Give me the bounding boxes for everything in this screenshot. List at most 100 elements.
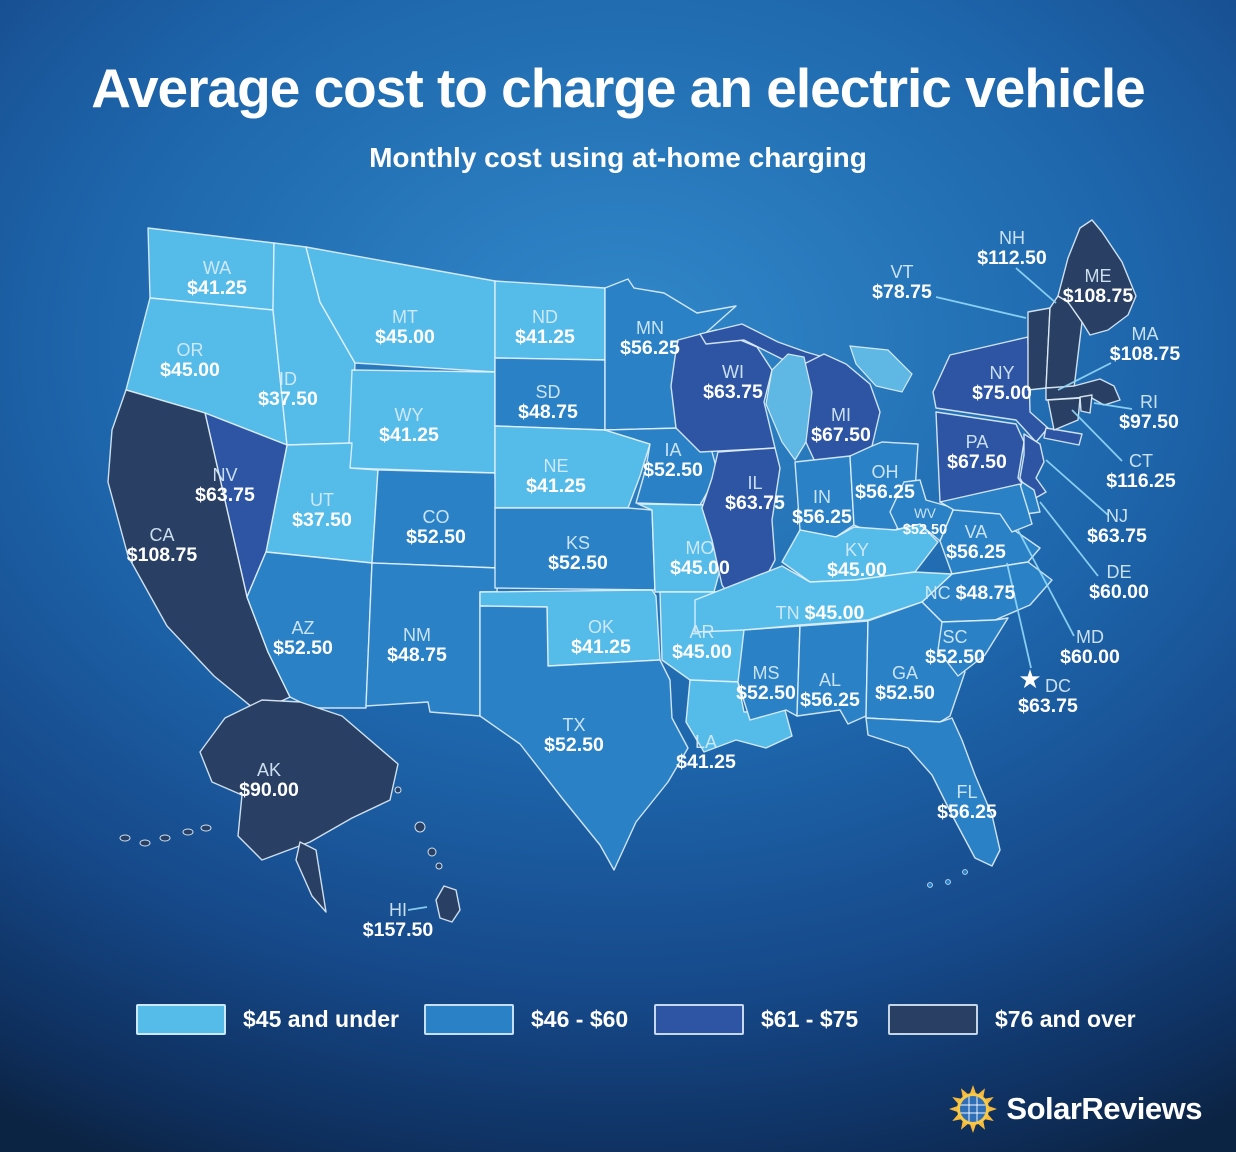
state-value-nv: $63.75 (195, 484, 255, 506)
state-abbr-nh: NH (999, 228, 1025, 248)
state-abbr-ut: UT (310, 490, 334, 510)
state-abbr-pa: PA (966, 432, 989, 452)
state-value-fl: $56.25 (937, 801, 997, 823)
state-abbr-al: AL (819, 670, 841, 690)
legend-item-2: $61 - $75 (654, 1004, 858, 1035)
sun-icon (949, 1085, 998, 1133)
state-value-ri: $97.50 (1119, 411, 1179, 433)
state-value-ok: $41.25 (571, 636, 631, 658)
legend-item-0: $45 and under (136, 1004, 399, 1035)
state-ak (295, 841, 327, 913)
state-value-la: $41.25 (676, 751, 736, 773)
state-ny (1043, 427, 1083, 446)
callout-line (1071, 409, 1123, 462)
callout-line (1039, 501, 1099, 577)
legend-swatch-0 (136, 1004, 226, 1035)
lake-michigan (765, 353, 813, 462)
state-value-nh: $112.50 (977, 247, 1047, 269)
state-abbr-ak: AK (257, 760, 281, 780)
state-value-id: $37.50 (258, 388, 318, 410)
state-tn (694, 565, 953, 633)
state-md (939, 483, 1033, 533)
state-me (1057, 219, 1137, 336)
state-label-tn: TN $45.00 (776, 602, 865, 624)
state-value-in: $56.25 (792, 506, 852, 528)
state-value-md: $60.00 (1060, 646, 1120, 668)
state-tx (479, 605, 689, 871)
state-value-vt: $78.75 (872, 281, 932, 303)
state-value-nd: $41.25 (515, 326, 575, 348)
state-abbr-nv: NV (212, 465, 237, 485)
state-value-ny: $75.00 (972, 382, 1032, 404)
state-value-sd: $48.75 (518, 401, 578, 423)
state-label-nc: NC $48.75 (925, 582, 1016, 604)
hawaii-island (427, 847, 437, 857)
state-nm (365, 562, 499, 717)
legend-swatch-3 (888, 1004, 978, 1035)
state-abbr-ma: MA (1132, 324, 1159, 344)
state-value-wy: $41.25 (379, 424, 439, 446)
state-abbr-id: ID (279, 369, 297, 389)
state-fl (865, 717, 1001, 867)
state-value-mo: $45.00 (670, 557, 730, 579)
state-abbr-vt: VT (890, 262, 913, 282)
lake-huron (849, 345, 913, 393)
legend-label-1: $46 - $60 (531, 1006, 629, 1032)
state-abbr-ia: IA (664, 440, 681, 460)
state-abbr-ms: MS (753, 663, 780, 683)
state-abbr-wv: WV (914, 506, 936, 521)
alaska-island (139, 839, 151, 847)
state-abbr-ny: NY (989, 363, 1014, 383)
state-abbr-nm: NM (403, 625, 431, 645)
alaska-island (182, 828, 194, 836)
state-abbr-mi: MI (831, 405, 851, 425)
state-abbr-mo: MO (686, 538, 715, 558)
state-value-co: $52.50 (406, 526, 466, 548)
state-abbr-ga: GA (892, 663, 918, 683)
legend-swatch-2 (654, 1004, 744, 1035)
state-la (685, 679, 793, 753)
state-value-sc: $52.50 (925, 646, 985, 668)
state-abbr-in: IN (813, 487, 831, 507)
legend-label-0: $45 and under (243, 1006, 399, 1032)
alaska-island (200, 824, 212, 832)
alaska-island (159, 834, 171, 842)
state-value-ak: $90.00 (239, 779, 299, 801)
state-abbr-mn: MN (636, 318, 664, 338)
state-value-ut: $37.50 (292, 509, 352, 531)
state-nj (1019, 433, 1047, 501)
state-value-mn: $56.25 (620, 337, 680, 359)
florida-keys (962, 869, 968, 875)
state-value-ar: $45.00 (672, 641, 732, 663)
state-abbr-dc: DC (1045, 676, 1071, 696)
state-abbr-co: CO (423, 507, 450, 527)
state-abbr-wy: WY (395, 405, 424, 425)
state-value-ia: $52.50 (643, 459, 703, 481)
state-value-ne: $41.25 (526, 475, 586, 497)
callout-line (935, 296, 1027, 319)
state-value-de: $60.00 (1089, 581, 1149, 603)
state-hi (435, 885, 461, 923)
state-value-hi: $157.50 (363, 919, 434, 941)
state-abbr-il: IL (747, 473, 762, 493)
hawaii-island (414, 821, 426, 833)
state-abbr-de: DE (1106, 562, 1131, 582)
state-abbr-fl: FL (956, 782, 977, 802)
state-abbr-ar: AR (689, 622, 714, 642)
state-abbr-ri: RI (1140, 392, 1158, 412)
state-value-az: $52.50 (273, 637, 333, 659)
sun-ray (970, 1123, 977, 1133)
callout-line (1093, 402, 1133, 410)
state-value-mi: $67.50 (811, 424, 871, 446)
state-abbr-nd: ND (532, 307, 558, 327)
callout-line (407, 906, 428, 911)
state-abbr-la: LA (695, 732, 717, 752)
legend-item-1: $46 - $60 (424, 1004, 628, 1035)
legend-label-2: $61 - $75 (761, 1006, 859, 1032)
state-value-oh: $56.25 (855, 481, 915, 503)
state-value-ks: $52.50 (548, 552, 608, 574)
state-abbr-sd: SD (535, 382, 560, 402)
state-abbr-ct: CT (1129, 451, 1153, 471)
